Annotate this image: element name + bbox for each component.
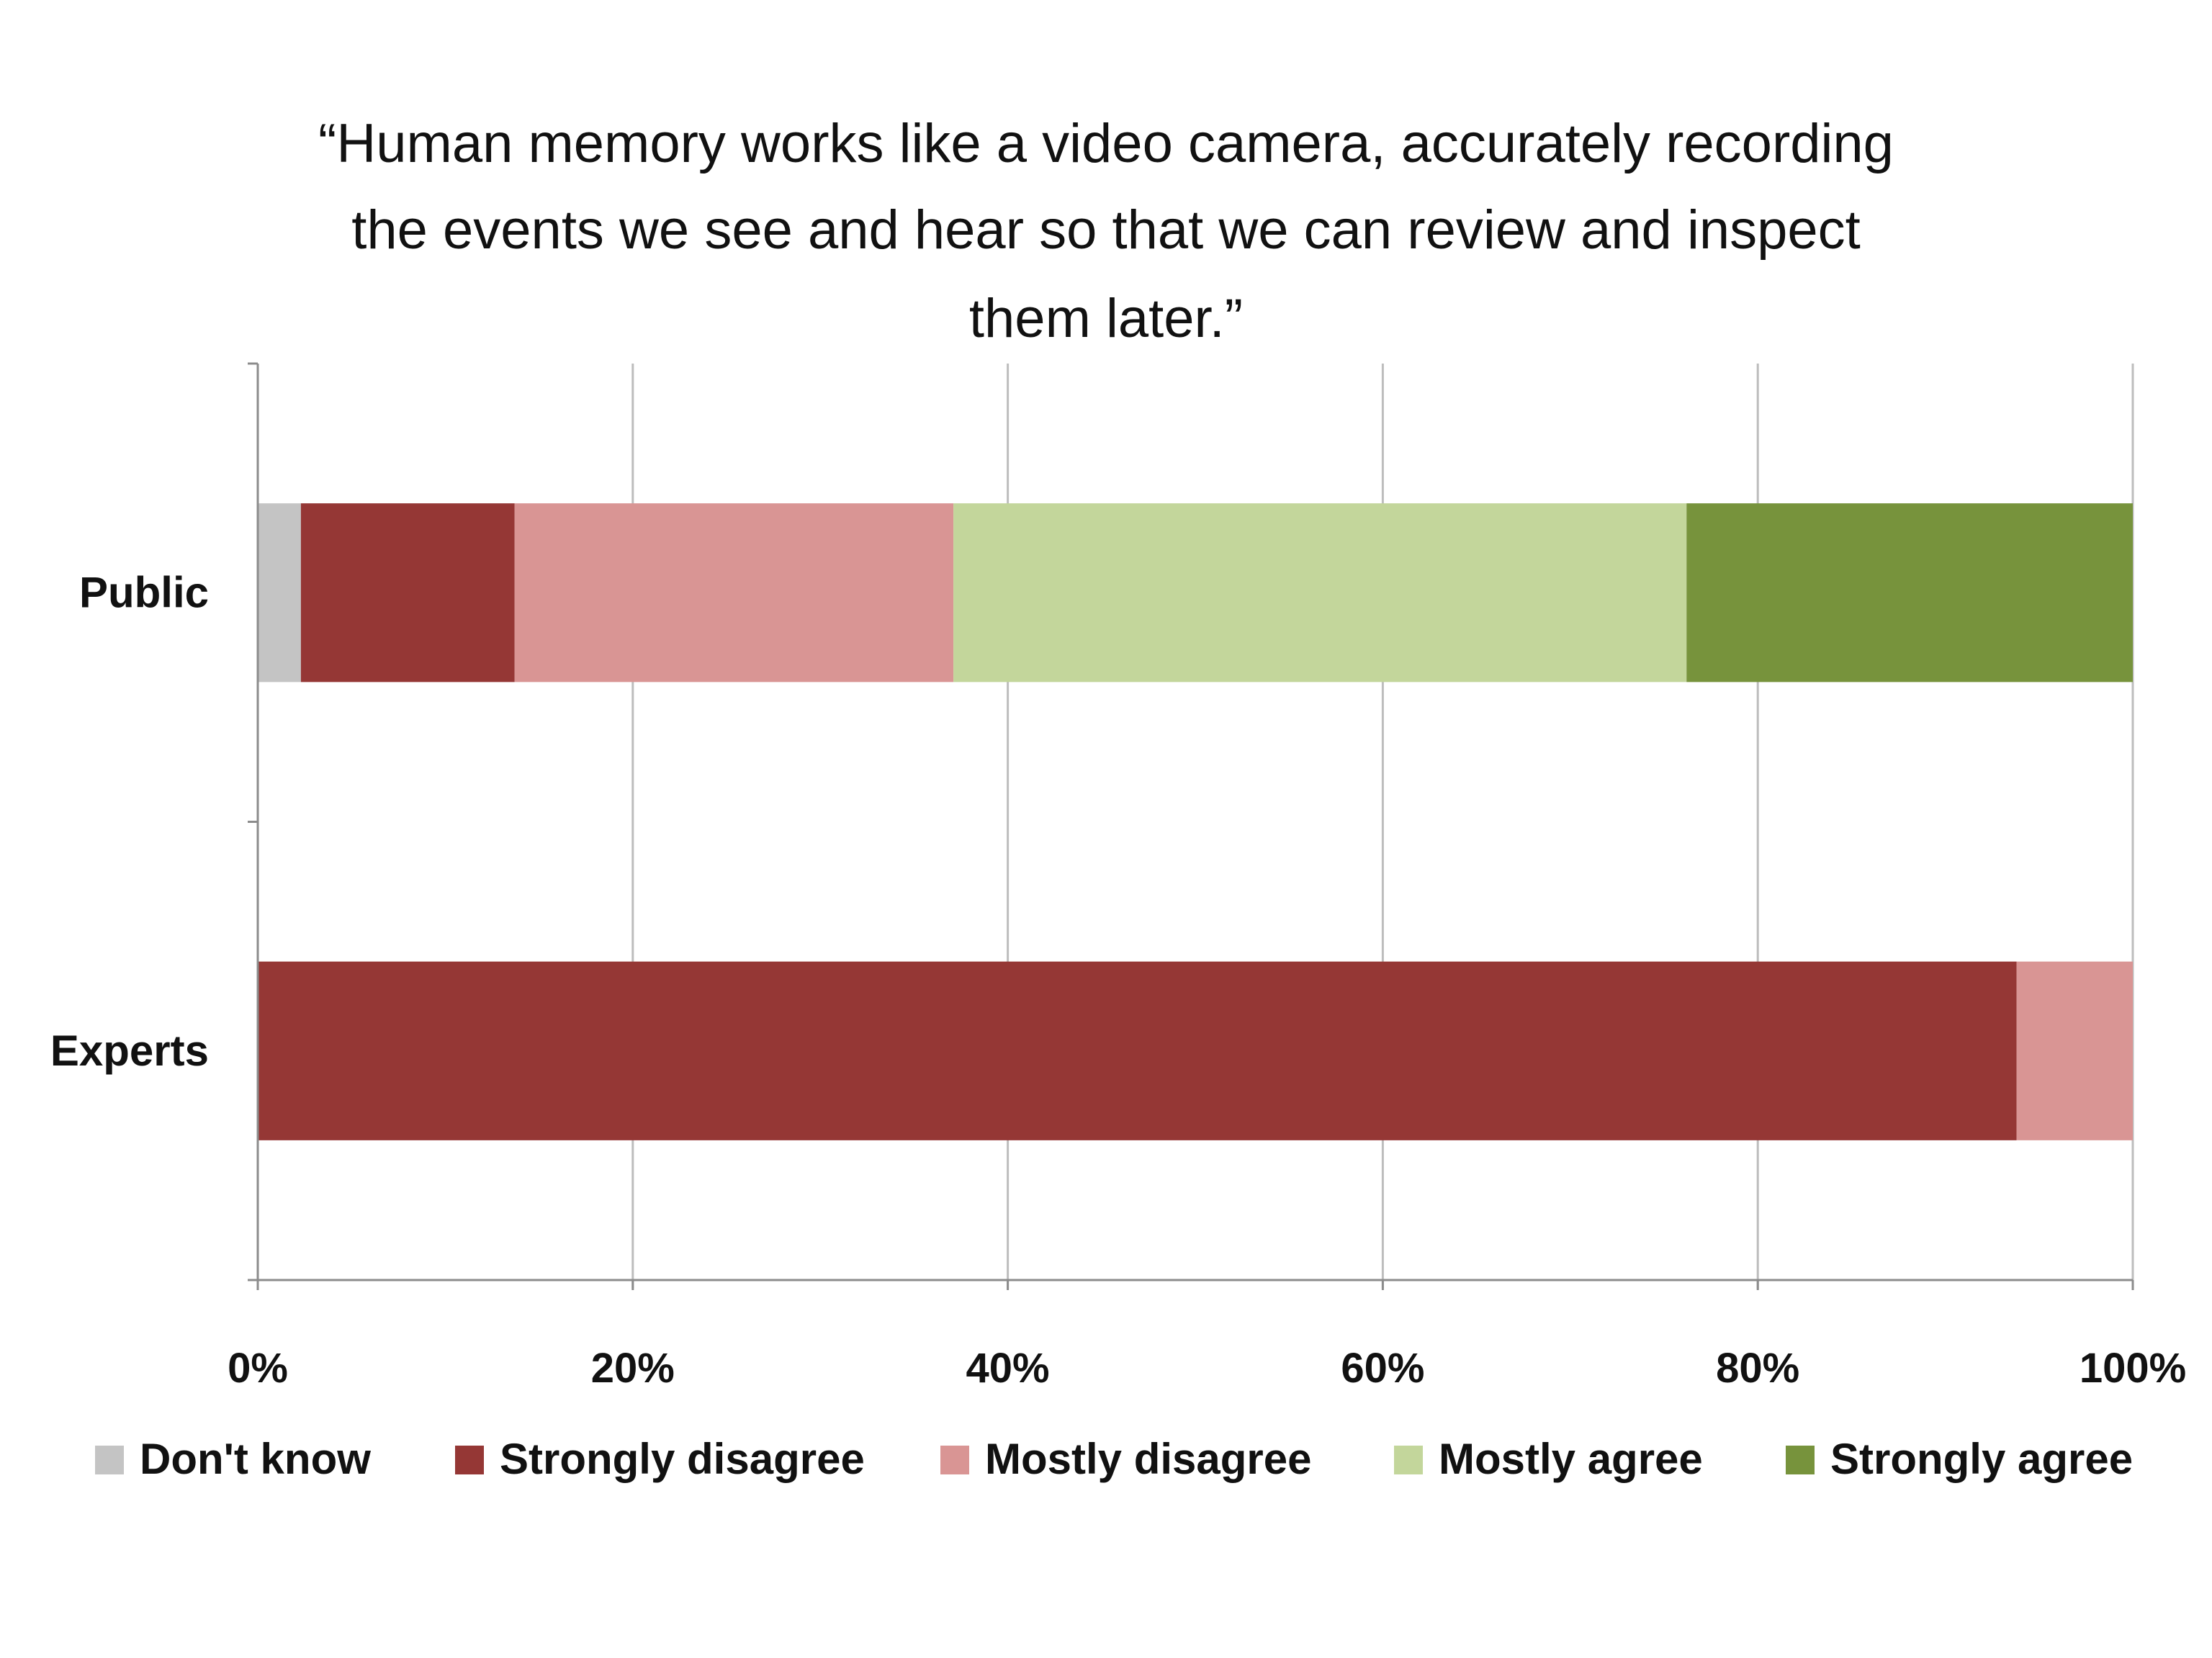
legend: Don't know Strongly disagree Mostly disagr… bbox=[95, 1435, 2133, 1483]
x-tick-label: 40% bbox=[966, 1345, 1050, 1392]
legend-swatch-don-t-know bbox=[95, 1446, 124, 1474]
bar-public-strongly-agree bbox=[1686, 503, 2133, 682]
bar-public-don-t-know bbox=[258, 503, 301, 682]
x-tick-label: 20% bbox=[591, 1345, 675, 1392]
gridlines bbox=[631, 364, 2134, 1289]
x-tick-label: 0% bbox=[228, 1345, 288, 1392]
category-label-public: Public bbox=[79, 568, 209, 616]
bar-public-strongly-disagree bbox=[300, 503, 515, 682]
bar-experts-mostly-disagree bbox=[2016, 961, 2133, 1140]
legend-label-strongly-agree: Strongly agree bbox=[1830, 1435, 2133, 1483]
legend-swatch-strongly-agree bbox=[1786, 1446, 1815, 1474]
bar-public-mostly-disagree bbox=[514, 503, 954, 682]
chart-title-line-2: the events we see and hear so that we ca… bbox=[351, 199, 1861, 261]
category-label-experts: Experts bbox=[50, 1027, 209, 1075]
legend-label-mostly-disagree: Mostly disagree bbox=[985, 1435, 1312, 1483]
legend-label-don-t-know: Don't know bbox=[140, 1435, 371, 1483]
legend-label-strongly-disagree: Strongly disagree bbox=[500, 1435, 865, 1483]
legend-label-mostly-agree: Mostly agree bbox=[1439, 1435, 1703, 1483]
bar-experts-strongly-disagree bbox=[258, 961, 2017, 1140]
x-tick-label: 60% bbox=[1341, 1345, 1424, 1392]
x-tick-label: 100% bbox=[2080, 1345, 2186, 1392]
legend-swatch-mostly-disagree bbox=[940, 1446, 969, 1474]
legend-swatch-strongly-disagree bbox=[455, 1446, 484, 1474]
x-tick-label: 80% bbox=[1716, 1345, 1799, 1392]
axes bbox=[248, 362, 2134, 1290]
labels: 0% 20% 40% 60% 80% 100% Public Experts bbox=[50, 568, 2186, 1392]
bars bbox=[258, 503, 2133, 1140]
legend-swatch-mostly-agree bbox=[1394, 1446, 1423, 1474]
chart-title-line-1: “Human memory works like a video camera,… bbox=[318, 113, 1894, 174]
bar-public-mostly-agree bbox=[953, 503, 1687, 682]
chart-title-line-3: them later.” bbox=[969, 288, 1243, 349]
